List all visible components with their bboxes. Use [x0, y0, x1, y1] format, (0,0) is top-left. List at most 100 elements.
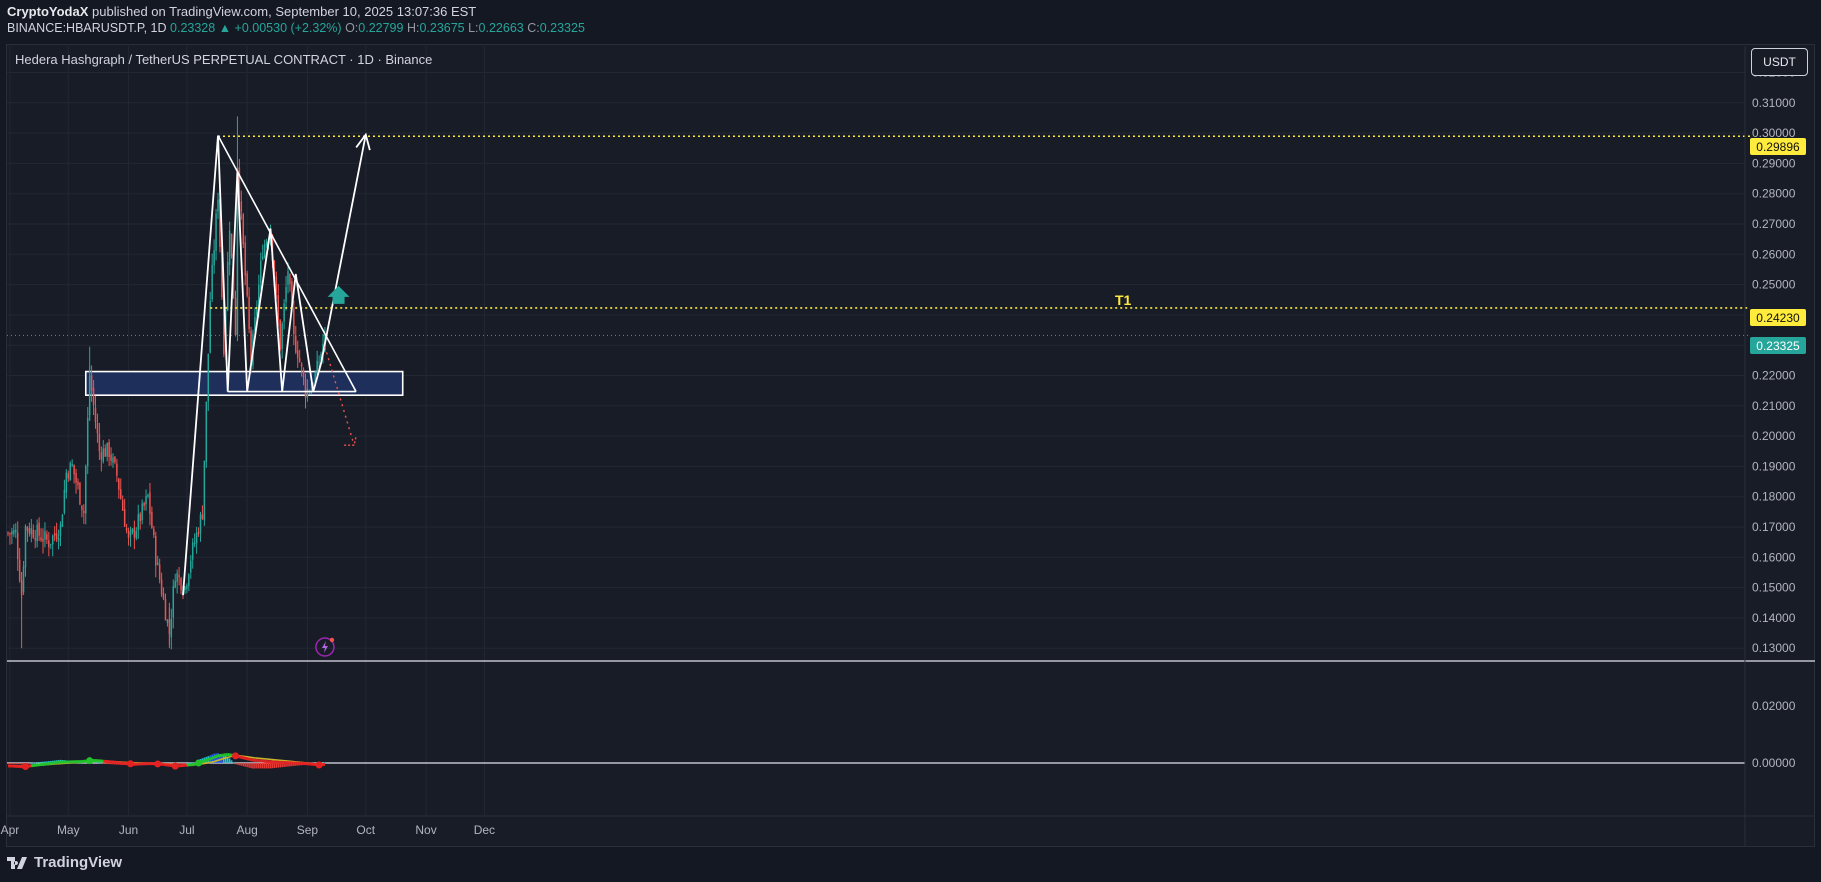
macd-line-segment	[211, 755, 215, 760]
candle-body	[289, 274, 291, 284]
bearish-arrow-head	[344, 436, 357, 446]
candle-body	[172, 586, 175, 618]
macd-hist-bar	[267, 763, 270, 769]
macd-hist-bar	[277, 763, 280, 768]
candle-body	[170, 618, 173, 638]
close-value: 0.23325	[539, 21, 585, 35]
candle-body	[11, 531, 13, 535]
price-tick-label: 0.17000	[1752, 520, 1796, 534]
candle-body	[147, 494, 149, 497]
candle-body	[166, 620, 169, 623]
candle-body	[211, 264, 213, 300]
candle-body	[156, 562, 159, 565]
macd-hist-bar	[252, 763, 254, 769]
macd-hist-bar	[273, 763, 276, 769]
candle-body	[118, 478, 120, 490]
macd-tick-label: 0.00000	[1752, 756, 1796, 770]
candle-body	[316, 360, 318, 376]
macd-hist-bar	[106, 763, 108, 764]
candle-body	[184, 587, 186, 590]
candle-body	[149, 492, 151, 515]
macd-hist-bar	[261, 763, 264, 769]
candle-body	[180, 578, 182, 591]
candle-body	[178, 575, 180, 577]
candle-body	[79, 482, 81, 505]
time-tick-label: Aug	[236, 823, 257, 837]
macd-hist-bar	[248, 763, 250, 768]
candles	[7, 116, 326, 650]
price-tick-label: 0.25000	[1752, 278, 1796, 292]
candle-body	[155, 535, 157, 566]
candle-body	[248, 296, 250, 330]
macd-cross-dot	[21, 762, 29, 770]
candle-body	[81, 505, 83, 510]
chart-title: Hedera Hashgraph / TetherUS PERPETUAL CO…	[15, 52, 433, 67]
macd-hist-bar	[285, 763, 287, 767]
candle-body	[24, 526, 27, 568]
candle-body	[188, 574, 190, 587]
candle-body	[207, 353, 210, 402]
macd-hist-bar	[102, 763, 105, 764]
macd-hist-bar	[26, 763, 29, 764]
candle-body	[203, 460, 206, 521]
high-value: 0.23675	[419, 21, 465, 35]
macd-hist-bar	[100, 762, 103, 764]
price-tick-label: 0.27000	[1752, 217, 1796, 231]
author-name[interactable]: CryptoYodaX	[7, 4, 89, 19]
macd-axis: 0.02000 0.00000	[1752, 699, 1796, 770]
candle-body	[293, 308, 295, 334]
last-price: 0.23328	[170, 21, 216, 35]
candle-body	[92, 387, 95, 405]
candle-body	[213, 250, 215, 266]
candle-body	[197, 532, 200, 535]
tradingview-logo[interactable]: TradingView	[7, 854, 122, 871]
candle-body	[176, 573, 178, 582]
macd-hist-bar	[18, 763, 21, 765]
candle-body	[291, 281, 293, 308]
macd-hist-bar	[32, 762, 35, 764]
macd-hist-bar	[16, 763, 19, 765]
macd-hist-bar	[283, 763, 285, 767]
macd-hist-bar	[269, 763, 272, 769]
candle-body	[137, 514, 140, 531]
candle-body	[77, 481, 79, 486]
candle-body	[223, 293, 225, 355]
candle-body	[228, 230, 231, 265]
time-tick-label: Dec	[474, 823, 495, 837]
candle-body	[53, 533, 56, 536]
macd-hist-bar	[234, 763, 237, 765]
grid-lines	[7, 46, 1745, 815]
candle-body	[295, 335, 297, 353]
candle-body	[238, 167, 241, 201]
candle-body	[234, 298, 237, 336]
macd-hist-bar	[7, 763, 9, 764]
publish-line: CryptoYodaX published on TradingView.com…	[7, 4, 476, 19]
t1-label: T1	[1115, 292, 1132, 308]
up-arrow-icon	[327, 285, 350, 304]
macd-hist-bar	[254, 763, 256, 769]
candle-body	[65, 472, 68, 493]
currency-button[interactable]: USDT	[1751, 48, 1808, 76]
open-label: O:	[345, 21, 359, 35]
price-tick-label: 0.22000	[1752, 369, 1796, 383]
candle-body	[217, 199, 219, 212]
candle-body	[129, 531, 132, 536]
macd-hist-bar	[188, 762, 190, 764]
candle-body	[46, 534, 48, 540]
macd-hist-bar	[42, 761, 44, 763]
candle-body	[296, 350, 299, 359]
price-tick-label: 0.16000	[1752, 550, 1796, 564]
candle-body	[221, 249, 223, 297]
candle-body	[145, 495, 147, 505]
candle-body	[9, 533, 11, 535]
candle-body	[13, 530, 15, 535]
candle-body	[116, 463, 118, 476]
candle-body	[205, 401, 208, 462]
macd-hist-bar	[263, 763, 266, 769]
macd-hist-bar	[9, 763, 11, 764]
ohlc-line: BINANCE:HBARUSDT.P, 1D 0.23328 ▲ +0.0053…	[7, 21, 585, 35]
candle-body	[285, 287, 287, 302]
candle-body	[277, 295, 280, 320]
candle-body	[50, 543, 52, 545]
